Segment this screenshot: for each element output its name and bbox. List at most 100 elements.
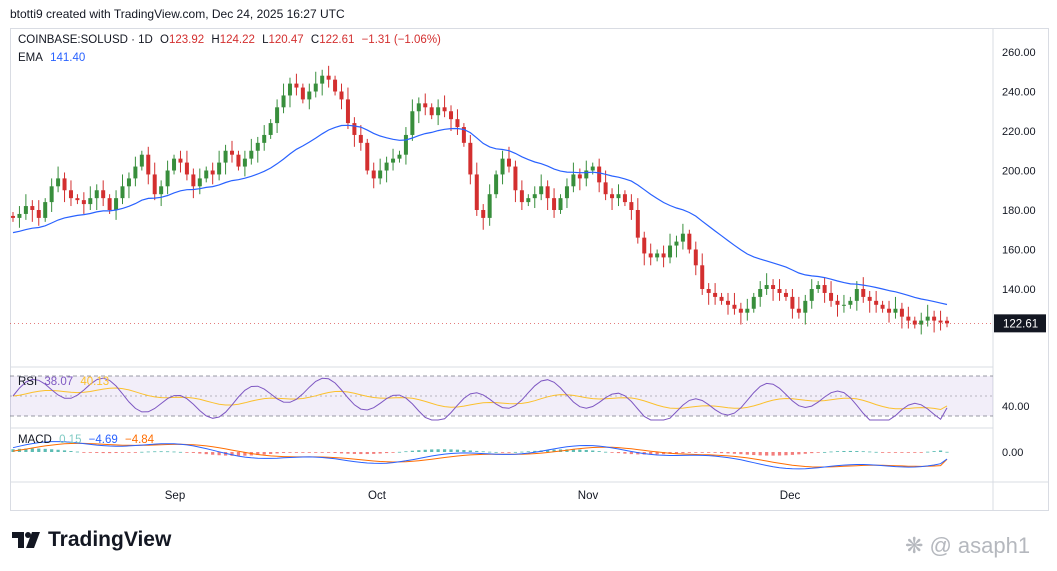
- macd-histogram-bar: [823, 451, 827, 453]
- candle-body: [294, 83, 299, 88]
- candle-body: [378, 170, 383, 179]
- ema-label: EMA: [18, 52, 43, 64]
- macd-histogram-bar: [462, 450, 466, 452]
- macd-histogram-bar: [938, 450, 943, 452]
- candle-body: [11, 215, 15, 218]
- macd-histogram-bar: [629, 452, 633, 455]
- candle-body: [526, 198, 531, 203]
- candle-body: [81, 200, 86, 205]
- macd-histogram-bar: [681, 452, 685, 454]
- macd-histogram-bar: [578, 449, 582, 452]
- candle-body: [461, 127, 466, 143]
- macd-histogram-bar: [900, 452, 904, 453]
- macd-histogram-bar: [739, 452, 743, 455]
- candle-body: [738, 308, 743, 313]
- price-tick-label: 140.00: [1002, 284, 1036, 296]
- macd-histogram-bar: [281, 452, 286, 453]
- macd-histogram-bar: [397, 451, 402, 453]
- macd-histogram-bar: [114, 452, 118, 454]
- price-tick-label: 260.00: [1002, 47, 1036, 59]
- macd-histogram-bar: [533, 450, 537, 452]
- open-value: O123.92: [160, 34, 205, 46]
- candle-body: [287, 83, 292, 96]
- macd-histogram-bar: [159, 451, 163, 453]
- candle-body: [912, 320, 917, 325]
- macd-histogram-bar: [771, 452, 775, 456]
- candle-body: [365, 142, 370, 171]
- macd-histogram-bar: [108, 452, 112, 454]
- macd-histogram-bar: [945, 451, 949, 453]
- close-value: C122.61: [310, 34, 355, 46]
- macd-histogram-bar: [913, 452, 917, 453]
- macd-histogram-bar: [320, 452, 324, 453]
- macd-histogram-bar: [868, 451, 872, 453]
- macd-histogram-bar: [391, 452, 395, 453]
- macd-signal-value: −4.84: [124, 434, 155, 446]
- macd-histogram-bar: [874, 451, 878, 453]
- candle-body: [945, 320, 949, 324]
- macd-histogram-bar: [185, 452, 189, 453]
- candle-body: [210, 170, 215, 175]
- macd-histogram-bar: [784, 452, 788, 456]
- candle-body: [101, 190, 106, 199]
- macd-histogram-bar: [146, 451, 150, 453]
- macd-histogram-bar: [752, 452, 756, 456]
- candle-body: [899, 308, 904, 317]
- candle-body: [474, 174, 479, 210]
- macd-histogram-bar: [842, 450, 846, 452]
- candle-body: [242, 158, 247, 167]
- candle-body: [455, 119, 460, 128]
- macd-histogram-bar: [803, 452, 807, 454]
- macd-value: −4.69: [88, 434, 118, 446]
- high-value: H124.22: [211, 34, 255, 46]
- macd-histogram-bar: [475, 450, 479, 452]
- macd-histogram-bar: [62, 450, 67, 452]
- macd-histogram-bar: [887, 452, 891, 453]
- low-value: L120.47: [262, 34, 304, 46]
- macd-histogram-bar: [191, 452, 195, 453]
- candle-body: [919, 320, 924, 325]
- macd-histogram-bar: [56, 449, 60, 452]
- candle-body: [345, 99, 350, 124]
- macd-histogram-bar: [604, 451, 608, 453]
- macd-histogram-bar: [243, 452, 247, 456]
- candle-body: [43, 202, 48, 218]
- candle-body: [436, 107, 441, 116]
- candle-body: [584, 170, 589, 179]
- last-price-box: [994, 314, 1046, 333]
- macd-histogram-bar: [468, 450, 472, 452]
- candle-body: [468, 142, 473, 175]
- macd-histogram-bar: [442, 449, 447, 452]
- macd-histogram-bar: [616, 452, 621, 454]
- candle-body: [668, 245, 673, 258]
- candle-body: [796, 308, 801, 313]
- candle-body: [519, 190, 524, 203]
- candle-body: [249, 150, 254, 159]
- tradingview-logo[interactable]: TradingView: [12, 528, 171, 552]
- candle-body: [300, 87, 305, 100]
- macd-histogram-bar: [288, 452, 292, 453]
- tradingview-logo-icon: [12, 530, 42, 550]
- macd-histogram-bar: [256, 452, 260, 456]
- time-tick-sep: Sep: [165, 490, 185, 502]
- macd-histogram-bar: [333, 452, 337, 454]
- candle-body: [403, 134, 408, 155]
- candle-body: [622, 194, 627, 203]
- candle-body: [725, 300, 730, 305]
- candle-body: [159, 186, 164, 195]
- macd-histogram-bar: [636, 452, 640, 455]
- macd-histogram-bar: [153, 451, 157, 453]
- price-tick-label: 220.00: [1002, 126, 1036, 138]
- watermark-text: @ asaph1: [929, 533, 1031, 558]
- macd-histogram-bar: [236, 452, 241, 456]
- macd-histogram-bar: [217, 452, 221, 456]
- candle-body: [191, 174, 196, 187]
- macd-histogram-bar: [546, 450, 550, 452]
- macd-histogram-bar: [507, 452, 511, 453]
- candle-body: [893, 308, 898, 313]
- macd-histogram-bar: [133, 452, 137, 453]
- candle-body: [571, 174, 576, 187]
- candle-body: [880, 304, 885, 309]
- macd-histogram-bar: [481, 451, 485, 453]
